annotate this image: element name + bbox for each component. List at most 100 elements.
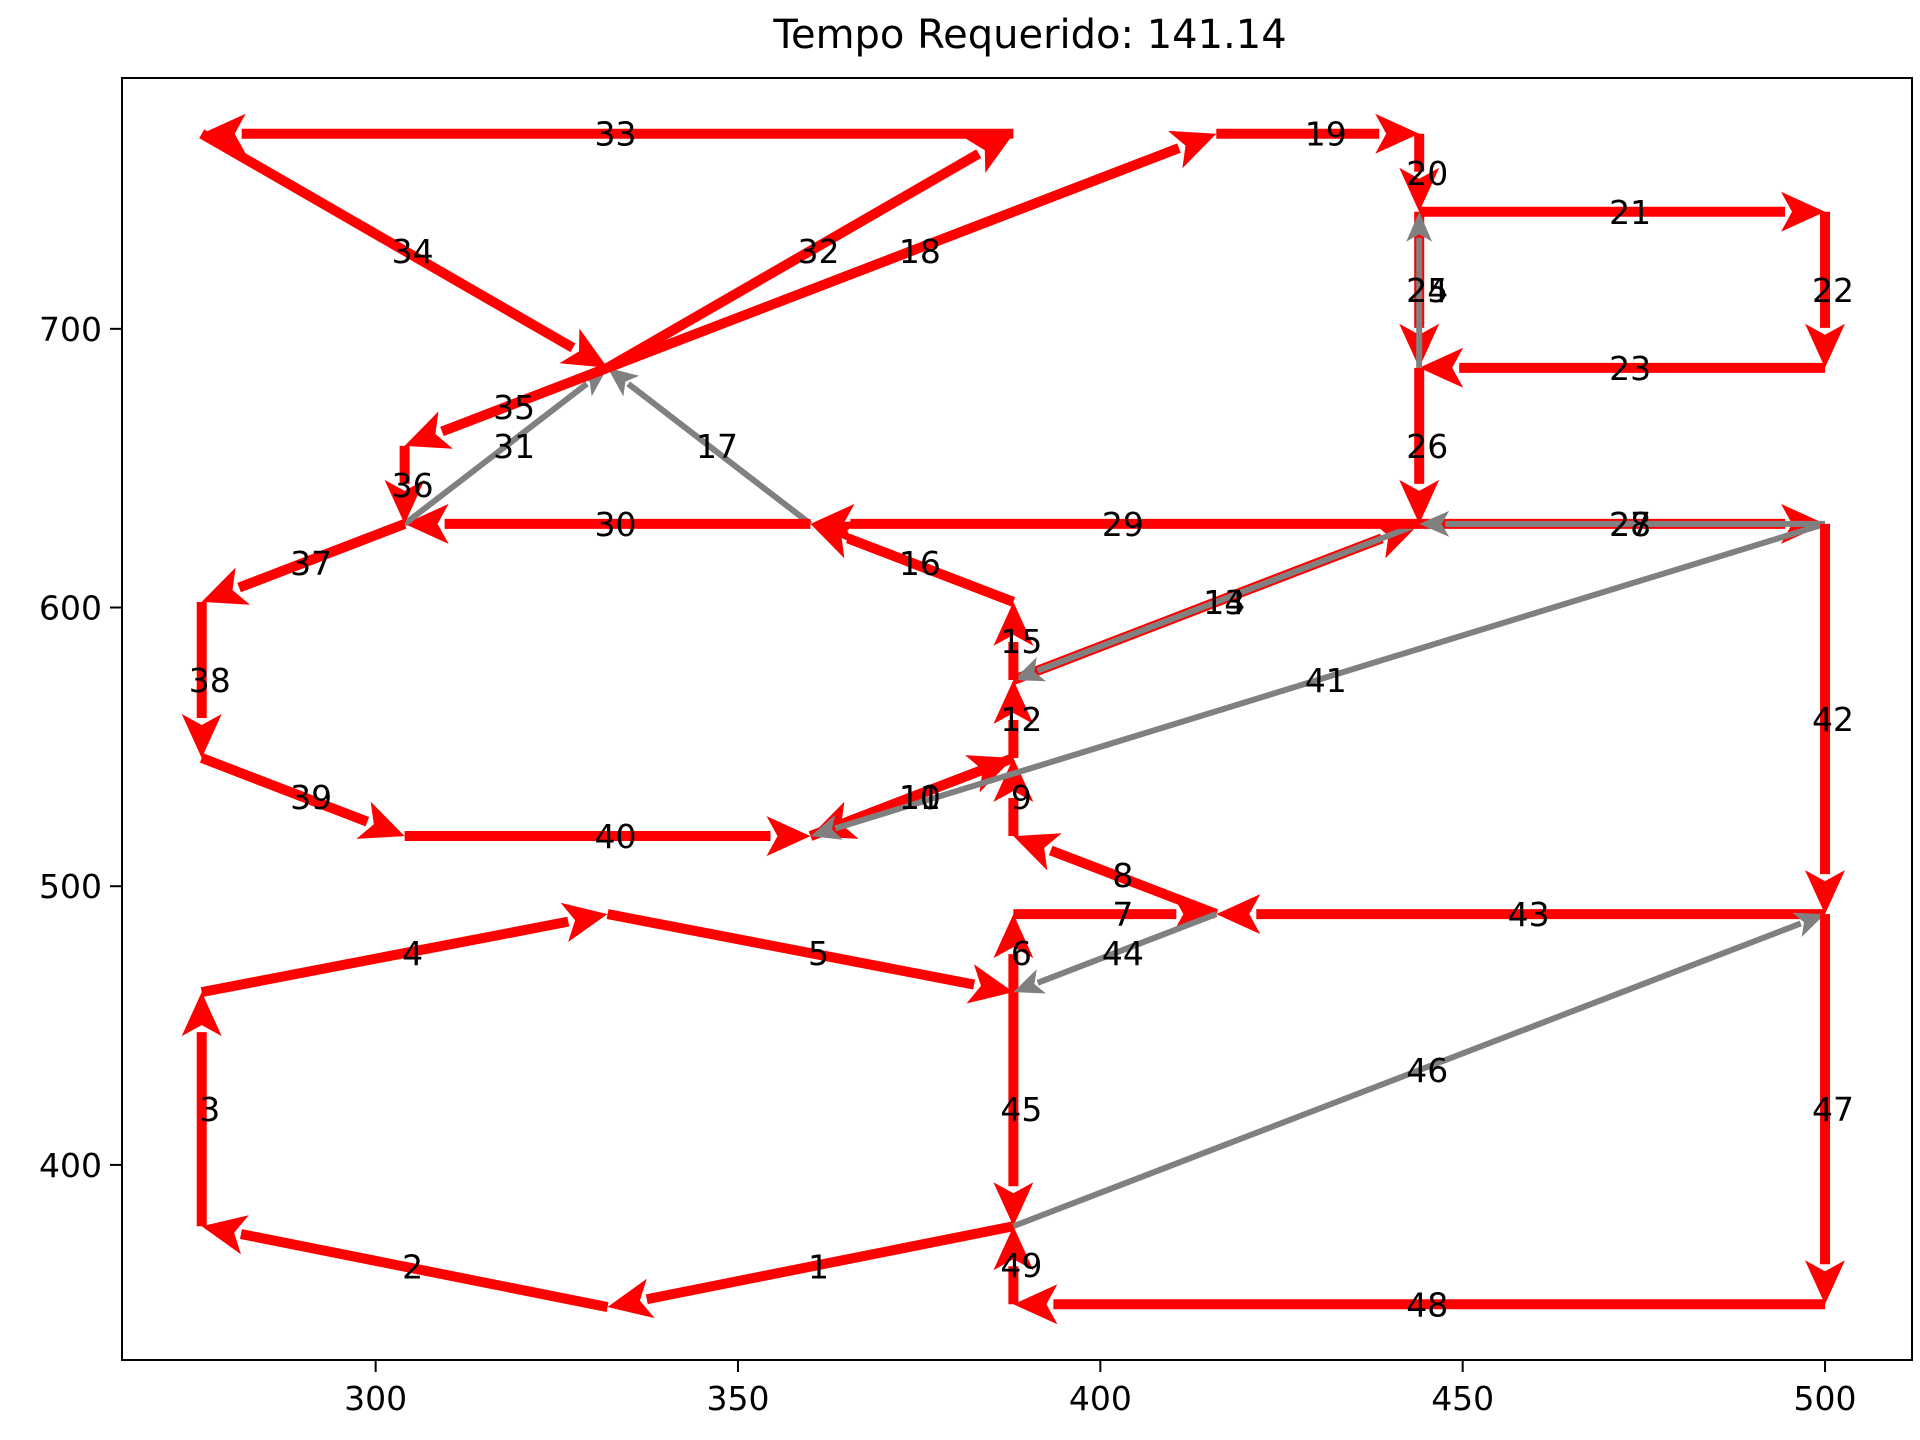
segment-label-26: 26 — [1406, 427, 1448, 466]
segment-label-45: 45 — [1000, 1090, 1042, 1129]
segment-label-38: 38 — [189, 661, 231, 700]
segment-label-47: 47 — [1812, 1090, 1854, 1129]
segment-label-13: 13 — [1203, 583, 1245, 622]
segment-label-6: 6 — [1011, 934, 1032, 973]
segment-label-10: 10 — [899, 778, 941, 817]
segment-5-line — [606, 909, 976, 990]
segment-29-arrowhead — [810, 503, 855, 544]
segment-49-arrowhead — [993, 1226, 1034, 1271]
x-tick-label-400: 400 — [1069, 1379, 1132, 1418]
segment-48-arrowhead — [1013, 1284, 1058, 1325]
segment-label-35: 35 — [493, 388, 535, 427]
segment-label-23: 23 — [1609, 349, 1651, 388]
segment-31-line — [402, 381, 589, 527]
segment-23 — [1419, 347, 1826, 388]
segment-14-line — [1036, 521, 1421, 674]
segment-46 — [1012, 912, 1825, 1230]
segment-15-arrowhead — [993, 601, 1034, 646]
segment-44-arrowhead — [1013, 969, 1046, 994]
segment-label-24: 24 — [1406, 271, 1448, 310]
segment-4 — [200, 902, 608, 998]
segment-32-arrowhead — [965, 133, 1014, 173]
segment-label-46: 46 — [1406, 1051, 1448, 1090]
segment-32 — [605, 133, 1014, 373]
x-tick-label-350: 350 — [706, 1379, 769, 1418]
segment-label-42: 42 — [1812, 700, 1854, 739]
segment-8 — [1013, 833, 1219, 919]
segment-17-line — [626, 381, 813, 527]
segment-23-arrowhead — [1419, 347, 1464, 388]
segment-12-arrowhead — [993, 680, 1034, 724]
segment-label-37: 37 — [290, 544, 332, 583]
y-tick-label-700: 700 — [39, 310, 102, 349]
segment-35 — [404, 363, 610, 449]
segment-8-line — [1048, 845, 1219, 919]
segment-label-14: 14 — [1203, 583, 1245, 622]
segment-39 — [199, 753, 405, 839]
segment-18 — [605, 130, 1217, 373]
segment-label-20: 20 — [1406, 154, 1448, 193]
y-axis: 400 500 600 700 — [39, 310, 122, 1185]
segment-19-arrowhead — [1375, 113, 1420, 154]
segment-5 — [606, 909, 1014, 1004]
segment-label-17: 17 — [696, 427, 738, 466]
segment-40-arrowhead — [766, 816, 811, 857]
segment-label-16: 16 — [899, 544, 941, 583]
segment-41 — [810, 521, 1826, 840]
segment-34 — [199, 129, 608, 368]
segment-14 — [1013, 521, 1421, 682]
segment-4-arrowhead — [560, 902, 608, 942]
segment-37-line — [237, 519, 407, 593]
segment-label-18: 18 — [899, 232, 941, 271]
segment-17-arrowhead — [607, 367, 640, 397]
segment-label-44: 44 — [1102, 934, 1144, 973]
segment-label-9: 9 — [1011, 778, 1032, 817]
segment-47 — [1805, 914, 1845, 1305]
segment-22 — [1805, 211, 1845, 368]
segment-5-arrowhead — [966, 964, 1014, 1004]
segment-37-arrowhead — [201, 567, 250, 605]
segment-36-arrowhead — [384, 479, 425, 524]
segment-29 — [810, 503, 1420, 544]
segment-label-7: 7 — [1112, 895, 1133, 934]
segment-21-arrowhead — [1781, 191, 1825, 232]
plot-frame — [121, 77, 1913, 1361]
segment-8-arrowhead — [1013, 833, 1062, 871]
segment-30-arrowhead — [404, 503, 449, 544]
segment-25 — [1406, 211, 1433, 368]
segment-4-line — [200, 916, 570, 998]
segment-3-arrowhead — [181, 992, 222, 1037]
x-tick-label-450: 450 — [1431, 1379, 1494, 1418]
segment-38-arrowhead — [181, 714, 222, 758]
segment-35-arrowhead — [404, 411, 453, 449]
y-tick-label-400: 400 — [39, 1146, 102, 1185]
segment-43 — [1216, 894, 1826, 935]
segment-49 — [993, 1226, 1034, 1305]
segment-19 — [1216, 113, 1420, 154]
segment-label-11: 11 — [899, 778, 941, 817]
segment-47-arrowhead — [1805, 1260, 1845, 1305]
segment-2 — [201, 1215, 609, 1312]
segment-label-2: 2 — [402, 1248, 423, 1287]
segment-40 — [404, 816, 811, 857]
segment-37 — [201, 519, 407, 605]
segment-label-34: 34 — [392, 232, 434, 271]
segment-20 — [1399, 133, 1440, 212]
x-axis: 300 350 400 450 500 — [344, 1360, 1857, 1418]
segment-label-15: 15 — [1000, 622, 1042, 661]
segment-44 — [1013, 911, 1218, 994]
segment-41-arrowhead — [810, 814, 843, 840]
segment-46-line — [1012, 920, 1802, 1230]
segment-layer — [181, 113, 1845, 1325]
segment-2-arrowhead — [201, 1215, 249, 1255]
segment-label-4: 4 — [402, 934, 423, 973]
segment-32-line — [605, 149, 982, 373]
segment-16-line — [846, 533, 1016, 607]
segment-label-5: 5 — [808, 934, 829, 973]
segment-41-line — [834, 521, 1826, 832]
y-tick-label-600: 600 — [39, 589, 102, 628]
segment-43-arrowhead — [1216, 894, 1261, 935]
segment-33 — [201, 113, 1014, 154]
segment-label-3: 3 — [199, 1090, 220, 1129]
